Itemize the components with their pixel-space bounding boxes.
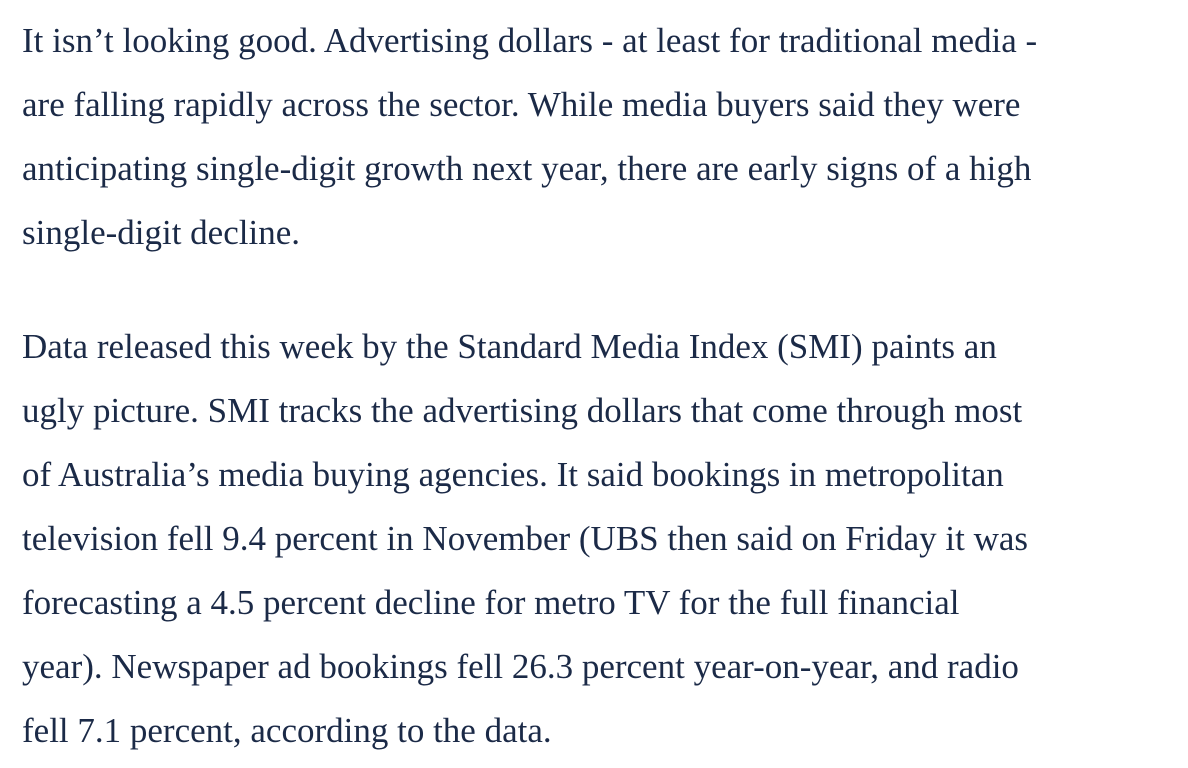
article-paragraph-2: Data released this week by the Standard … <box>22 327 1029 750</box>
article-paragraph-1: It isn’t looking good. Advertising dolla… <box>22 21 1038 252</box>
article-body: It isn’t looking good. Advertising dolla… <box>22 9 1182 763</box>
